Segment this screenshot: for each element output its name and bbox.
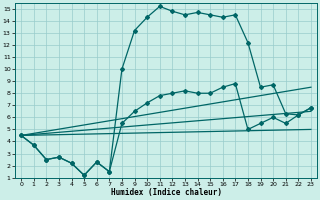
X-axis label: Humidex (Indice chaleur): Humidex (Indice chaleur) <box>110 188 221 197</box>
